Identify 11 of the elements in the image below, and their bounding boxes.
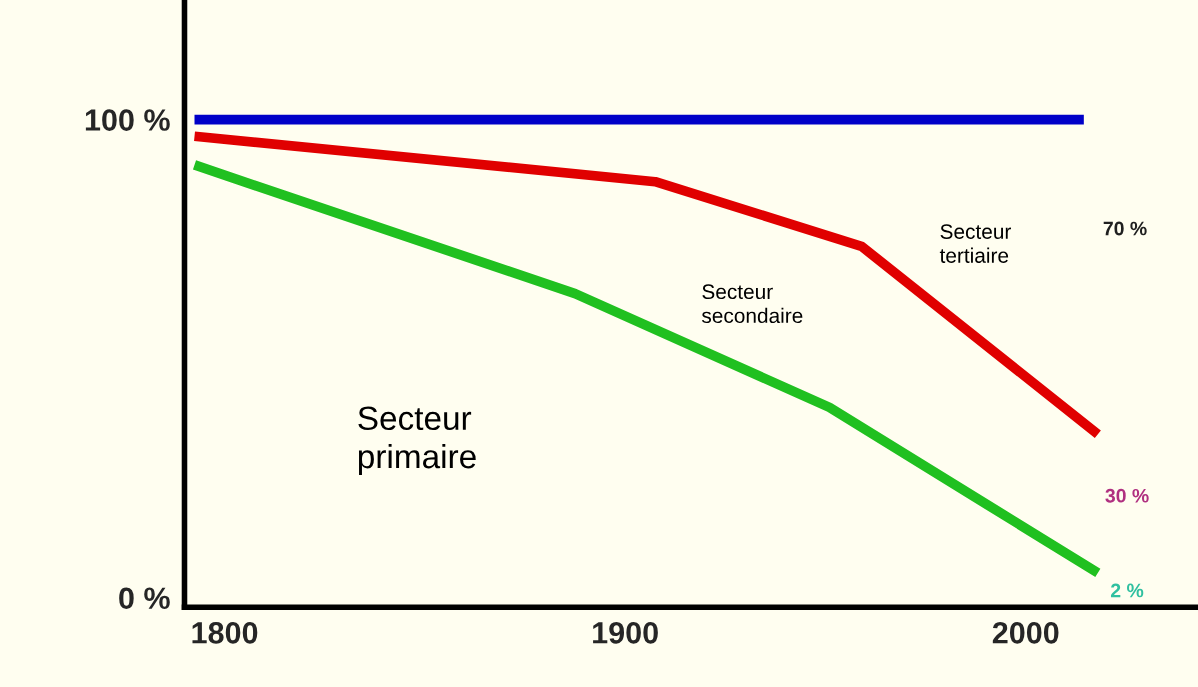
x-tick-label: 2000 bbox=[992, 622, 1059, 644]
annotation: 2 % bbox=[1110, 583, 1144, 598]
annotation: 30 % bbox=[1105, 488, 1149, 503]
y-tick-label: 100 % bbox=[85, 109, 170, 131]
x-tick-label: 1900 bbox=[593, 622, 658, 644]
annotation: Secteur tertiaire bbox=[939, 224, 1012, 263]
x-tick-label: 1800 bbox=[192, 622, 258, 644]
y-tick-label: 0 % bbox=[119, 587, 170, 610]
annotation: 70 % bbox=[1103, 221, 1147, 236]
annotation: Secteur primaire bbox=[358, 406, 476, 475]
annotation: Secteur secondaire bbox=[701, 284, 803, 324]
